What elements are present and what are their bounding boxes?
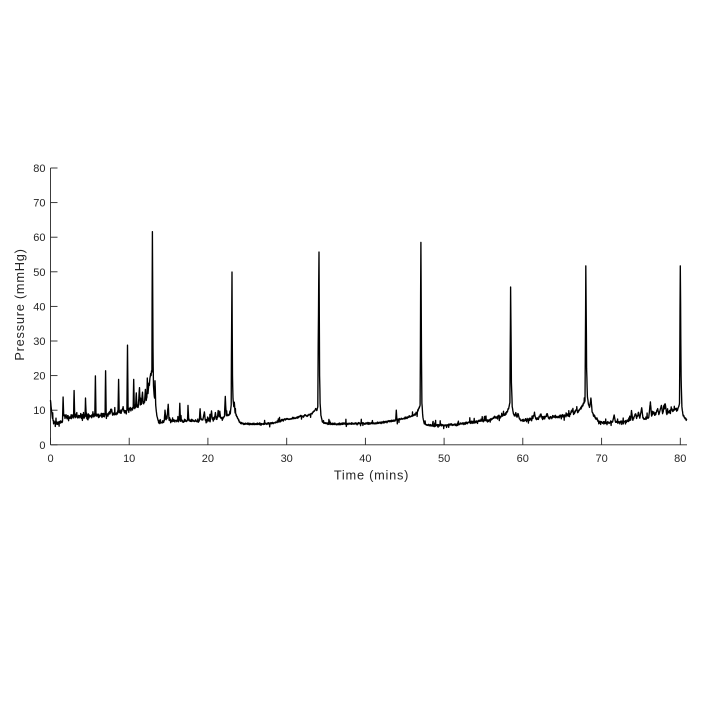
svg-text:70: 70	[595, 453, 607, 465]
svg-text:10: 10	[123, 453, 135, 465]
svg-text:40: 40	[33, 301, 45, 313]
svg-text:10: 10	[33, 405, 45, 417]
svg-text:30: 30	[33, 336, 45, 348]
svg-text:0: 0	[47, 453, 53, 465]
svg-text:20: 20	[202, 453, 214, 465]
svg-text:60: 60	[517, 453, 529, 465]
svg-text:Time (mins): Time (mins)	[334, 468, 409, 483]
svg-text:40: 40	[359, 453, 371, 465]
svg-text:70: 70	[33, 198, 45, 210]
svg-text:50: 50	[33, 267, 45, 279]
svg-text:30: 30	[281, 453, 293, 465]
svg-text:80: 80	[33, 163, 45, 175]
svg-text:20: 20	[33, 371, 45, 383]
svg-text:80: 80	[674, 453, 686, 465]
svg-text:Pressure (mmHg): Pressure (mmHg)	[12, 248, 27, 360]
svg-text:60: 60	[33, 232, 45, 244]
svg-text:50: 50	[438, 453, 450, 465]
svg-text:0: 0	[39, 440, 45, 452]
